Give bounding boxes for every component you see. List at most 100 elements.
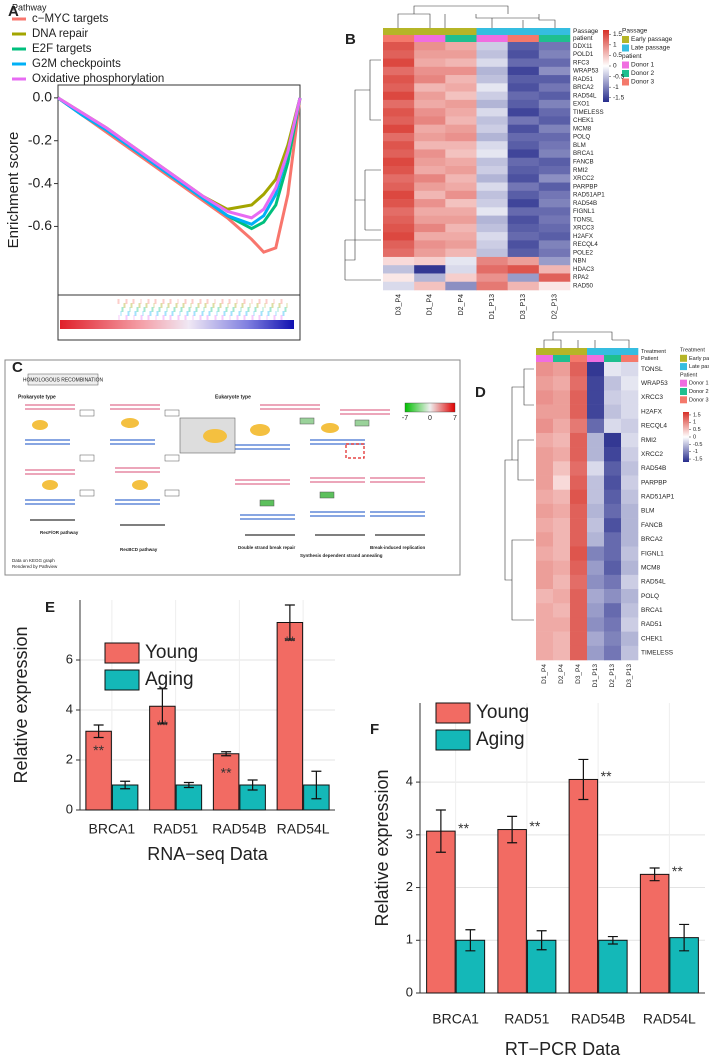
heatmap-cell xyxy=(445,199,477,208)
heatmap-cell xyxy=(476,182,508,192)
y-tick-label: 6 xyxy=(66,651,73,666)
heatmap-cell xyxy=(507,42,540,51)
heatmap-cell xyxy=(536,518,554,533)
bar xyxy=(568,778,599,994)
heatmap-cell xyxy=(538,141,571,150)
heatmap-cell xyxy=(587,390,605,405)
significance-label: ** xyxy=(284,633,295,649)
x-tick-label: BRCA1 xyxy=(432,1011,479,1027)
heatmap-cell xyxy=(414,215,446,225)
error-bar xyxy=(93,724,104,739)
legend-title: Pathway xyxy=(12,2,47,12)
heatmap-cell xyxy=(476,232,508,241)
x-tick-label: RAD54L xyxy=(277,821,330,837)
heatmap-cell xyxy=(414,207,446,216)
error-bar xyxy=(284,604,295,641)
heatmap-cell xyxy=(536,461,554,476)
heatmap-cell xyxy=(445,75,477,84)
legend-label: Early passage xyxy=(631,36,673,43)
heatmap-cell xyxy=(476,207,508,216)
row-label: TONSL xyxy=(573,216,594,223)
heatmap-cell xyxy=(587,503,605,519)
heatmap-cell xyxy=(538,281,571,291)
row-label: BRCA2 xyxy=(641,536,663,543)
heatmap-cell xyxy=(476,149,508,159)
heatmap-cell xyxy=(621,603,639,618)
heatmap-cell xyxy=(604,546,622,561)
column-label: D2_P4 xyxy=(558,664,565,684)
significance-label: ** xyxy=(529,818,540,834)
heatmap-cell xyxy=(538,182,571,192)
heatmap-cell xyxy=(476,157,508,167)
heatmap-cell xyxy=(383,91,415,101)
heatmap-cell xyxy=(621,631,639,647)
strand xyxy=(30,519,425,536)
y-tick-label: 1 xyxy=(406,932,413,947)
annotation-cell xyxy=(536,355,554,362)
colorbar-label: -1 xyxy=(693,449,698,455)
heatmap-cell xyxy=(538,232,571,241)
heatmap-cell xyxy=(383,116,415,125)
legend-label: G2M checkpoints xyxy=(32,58,121,70)
row-label: POLE2 xyxy=(573,249,594,256)
row-label: FANCB xyxy=(641,522,663,529)
error-bar xyxy=(157,688,168,725)
row-label: RAD51AP1 xyxy=(573,192,605,199)
heatmap-cell xyxy=(536,489,554,505)
column-label: D1_P4 xyxy=(427,294,434,316)
heatmap-cell xyxy=(383,256,415,266)
heatmap-cell xyxy=(476,273,508,283)
heatmap-cell xyxy=(587,362,605,377)
heatmap-cell xyxy=(538,132,571,142)
heatmap-cell xyxy=(383,157,415,167)
heatmap-cell xyxy=(604,362,622,377)
heatmap-cell xyxy=(414,232,446,241)
row-label: RECQL4 xyxy=(573,241,598,248)
heatmap-cell xyxy=(536,574,554,590)
heatmap-cell xyxy=(553,617,571,632)
heatmap-cell xyxy=(383,182,415,192)
heatmap-cell xyxy=(507,190,540,200)
legend-label: Early passage xyxy=(689,356,709,362)
row-label: RAD51 xyxy=(641,621,662,628)
heatmap-cell xyxy=(476,141,508,150)
heatmap-cell xyxy=(383,58,415,68)
heatmap-cell xyxy=(538,265,571,274)
annotation-track-label: Patient xyxy=(641,356,659,362)
heatmap-cell xyxy=(587,489,605,505)
heatmap-cell xyxy=(553,574,571,590)
annotation-cell xyxy=(507,35,540,42)
bar xyxy=(276,622,304,811)
colorbar-label: 1 xyxy=(613,42,617,49)
heatmap-cell xyxy=(553,447,571,462)
annotation-cell xyxy=(536,348,554,355)
row-label: H2AFX xyxy=(573,233,593,240)
scale-label: -7 xyxy=(402,415,408,422)
heatmap-cell xyxy=(553,589,571,604)
heatmap-cell xyxy=(621,589,639,604)
legend-label: Donor 3 xyxy=(689,397,709,403)
column-label: D3_P13 xyxy=(626,664,633,688)
heatmap-cell xyxy=(414,149,446,159)
heatmap-cell xyxy=(414,116,446,125)
legend-swatch xyxy=(622,36,629,43)
row-label: FIGNL1 xyxy=(641,550,664,557)
row-label: BLM xyxy=(641,508,654,515)
x-tick-label: RAD54B xyxy=(571,1011,625,1027)
heatmap-cell xyxy=(507,83,540,92)
series-line xyxy=(57,96,302,254)
annotation-cell xyxy=(476,28,508,35)
heatmap-cell xyxy=(414,281,446,291)
y-tick-label: 4 xyxy=(66,701,73,716)
gene-box xyxy=(79,454,95,462)
dendrogram xyxy=(543,331,630,348)
dna-strands xyxy=(25,404,425,536)
heatmap-cell xyxy=(570,631,588,647)
heatmap-cell xyxy=(538,215,571,225)
heatmap-cell xyxy=(414,58,446,68)
legend-label: Donor 3 xyxy=(631,79,655,86)
heatmap-cell xyxy=(383,207,415,216)
legend-label: Donor 1 xyxy=(689,381,709,387)
error-bar xyxy=(536,930,547,951)
heatmap-cell xyxy=(621,376,639,391)
